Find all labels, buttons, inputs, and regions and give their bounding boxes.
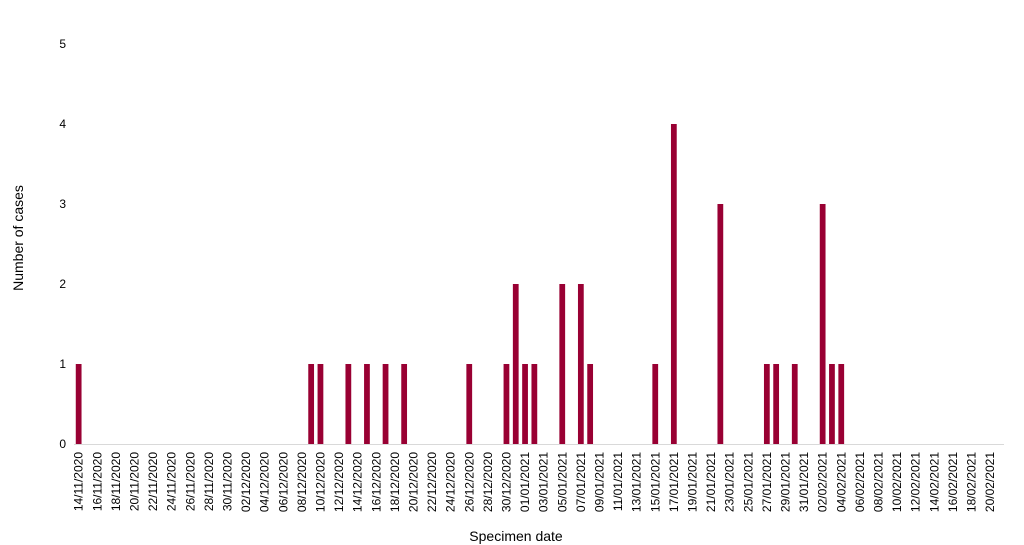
y-tick-label: 2 xyxy=(59,277,66,291)
x-tick-label: 22/11/2020 xyxy=(146,452,160,511)
x-tick-label: 24/11/2020 xyxy=(165,452,179,511)
x-tick-label: 09/01/2021 xyxy=(592,452,606,512)
x-axis-ticks: 14/11/2020 16/11/2020 18/11/2020 20/11/2020… xyxy=(72,452,997,512)
y-tick-label: 1 xyxy=(59,357,66,371)
x-tick-label: 26/11/2020 xyxy=(183,452,197,511)
bar xyxy=(670,124,677,444)
x-tick-label: 06/12/2020 xyxy=(276,452,290,512)
x-tick-label: 04/12/2020 xyxy=(258,452,272,512)
bar xyxy=(587,364,594,444)
x-tick-label: 08/02/2021 xyxy=(871,452,885,512)
x-tick-label: 20/12/2020 xyxy=(406,452,420,512)
bar xyxy=(308,364,315,444)
bar xyxy=(652,364,659,444)
x-tick-label: 13/01/2021 xyxy=(630,452,644,512)
bar xyxy=(829,364,835,444)
x-tick-label: 18/02/2021 xyxy=(964,452,978,512)
x-tick-label: 27/01/2021 xyxy=(760,452,774,512)
y-axis-ticks: 0 1 2 3 4 5 xyxy=(59,37,66,451)
bar xyxy=(401,364,408,444)
x-tick-label: 10/02/2021 xyxy=(890,452,904,512)
bar xyxy=(791,364,798,444)
x-tick-label: 20/11/2020 xyxy=(127,452,141,511)
x-tick-label: 17/01/2021 xyxy=(667,452,681,512)
x-tick-label: 10/12/2020 xyxy=(313,452,327,512)
bar xyxy=(838,364,845,444)
x-tick-label: 06/02/2021 xyxy=(853,452,867,512)
bar xyxy=(522,364,528,444)
x-tick-label: 18/12/2020 xyxy=(388,452,402,512)
x-axis-title: Specimen date xyxy=(469,528,563,544)
x-tick-label: 04/02/2021 xyxy=(834,452,848,512)
x-tick-label: 01/01/2021 xyxy=(518,452,532,512)
x-tick-label: 16/11/2020 xyxy=(90,452,104,511)
x-tick-label: 30/12/2020 xyxy=(499,452,513,512)
x-tick-label: 19/01/2021 xyxy=(685,452,699,512)
x-tick-label: 28/11/2020 xyxy=(202,452,216,511)
x-tick-label: 11/01/2021 xyxy=(611,452,625,511)
bar xyxy=(819,204,826,444)
x-tick-label: 26/12/2020 xyxy=(462,452,476,512)
x-tick-label: 21/01/2021 xyxy=(704,452,718,512)
x-tick-label: 14/12/2020 xyxy=(351,452,365,512)
bar xyxy=(577,284,584,444)
bar xyxy=(382,364,389,444)
bar xyxy=(466,364,473,444)
bar xyxy=(75,364,82,444)
x-tick-label: 15/01/2021 xyxy=(648,452,662,512)
bar xyxy=(559,284,566,444)
y-axis-title: Number of cases xyxy=(10,185,26,291)
bar xyxy=(717,204,724,444)
x-tick-label: 12/02/2021 xyxy=(909,452,923,512)
y-tick-label: 4 xyxy=(59,117,66,131)
y-tick-label: 3 xyxy=(59,197,66,211)
x-tick-label: 31/01/2021 xyxy=(797,452,811,512)
x-tick-label: 28/12/2020 xyxy=(481,452,495,512)
bar xyxy=(345,364,352,444)
bar xyxy=(773,364,780,444)
x-tick-label: 03/01/2021 xyxy=(537,452,551,512)
y-tick-label: 5 xyxy=(59,37,66,51)
x-tick-label: 23/01/2021 xyxy=(723,452,737,512)
bar xyxy=(317,364,324,444)
x-tick-label: 12/12/2020 xyxy=(332,452,346,512)
x-tick-label: 05/01/2021 xyxy=(555,452,569,512)
x-tick-label: 16/12/2020 xyxy=(369,452,383,512)
x-tick-label: 14/11/2020 xyxy=(72,452,86,511)
y-tick-label: 0 xyxy=(59,437,66,451)
x-tick-label: 29/01/2021 xyxy=(778,452,792,512)
x-tick-label: 30/11/2020 xyxy=(220,452,234,511)
bar xyxy=(512,284,519,444)
x-tick-label: 02/12/2020 xyxy=(239,452,253,512)
bar xyxy=(763,364,770,444)
bar xyxy=(503,364,510,444)
x-tick-label: 25/01/2021 xyxy=(741,452,755,512)
x-tick-label: 20/02/2021 xyxy=(983,452,997,512)
bars xyxy=(75,124,845,444)
x-tick-label: 07/01/2021 xyxy=(574,452,588,512)
x-tick-label: 16/02/2021 xyxy=(946,452,960,512)
x-tick-label: 24/12/2020 xyxy=(444,452,458,512)
x-tick-label: 14/02/2021 xyxy=(927,452,941,512)
x-tick-label: 22/12/2020 xyxy=(425,452,439,512)
bar xyxy=(531,364,538,444)
x-tick-label: 08/12/2020 xyxy=(295,452,309,512)
bar xyxy=(364,364,370,444)
x-tick-label: 02/02/2021 xyxy=(816,452,830,512)
x-tick-label: 18/11/2020 xyxy=(109,452,123,511)
